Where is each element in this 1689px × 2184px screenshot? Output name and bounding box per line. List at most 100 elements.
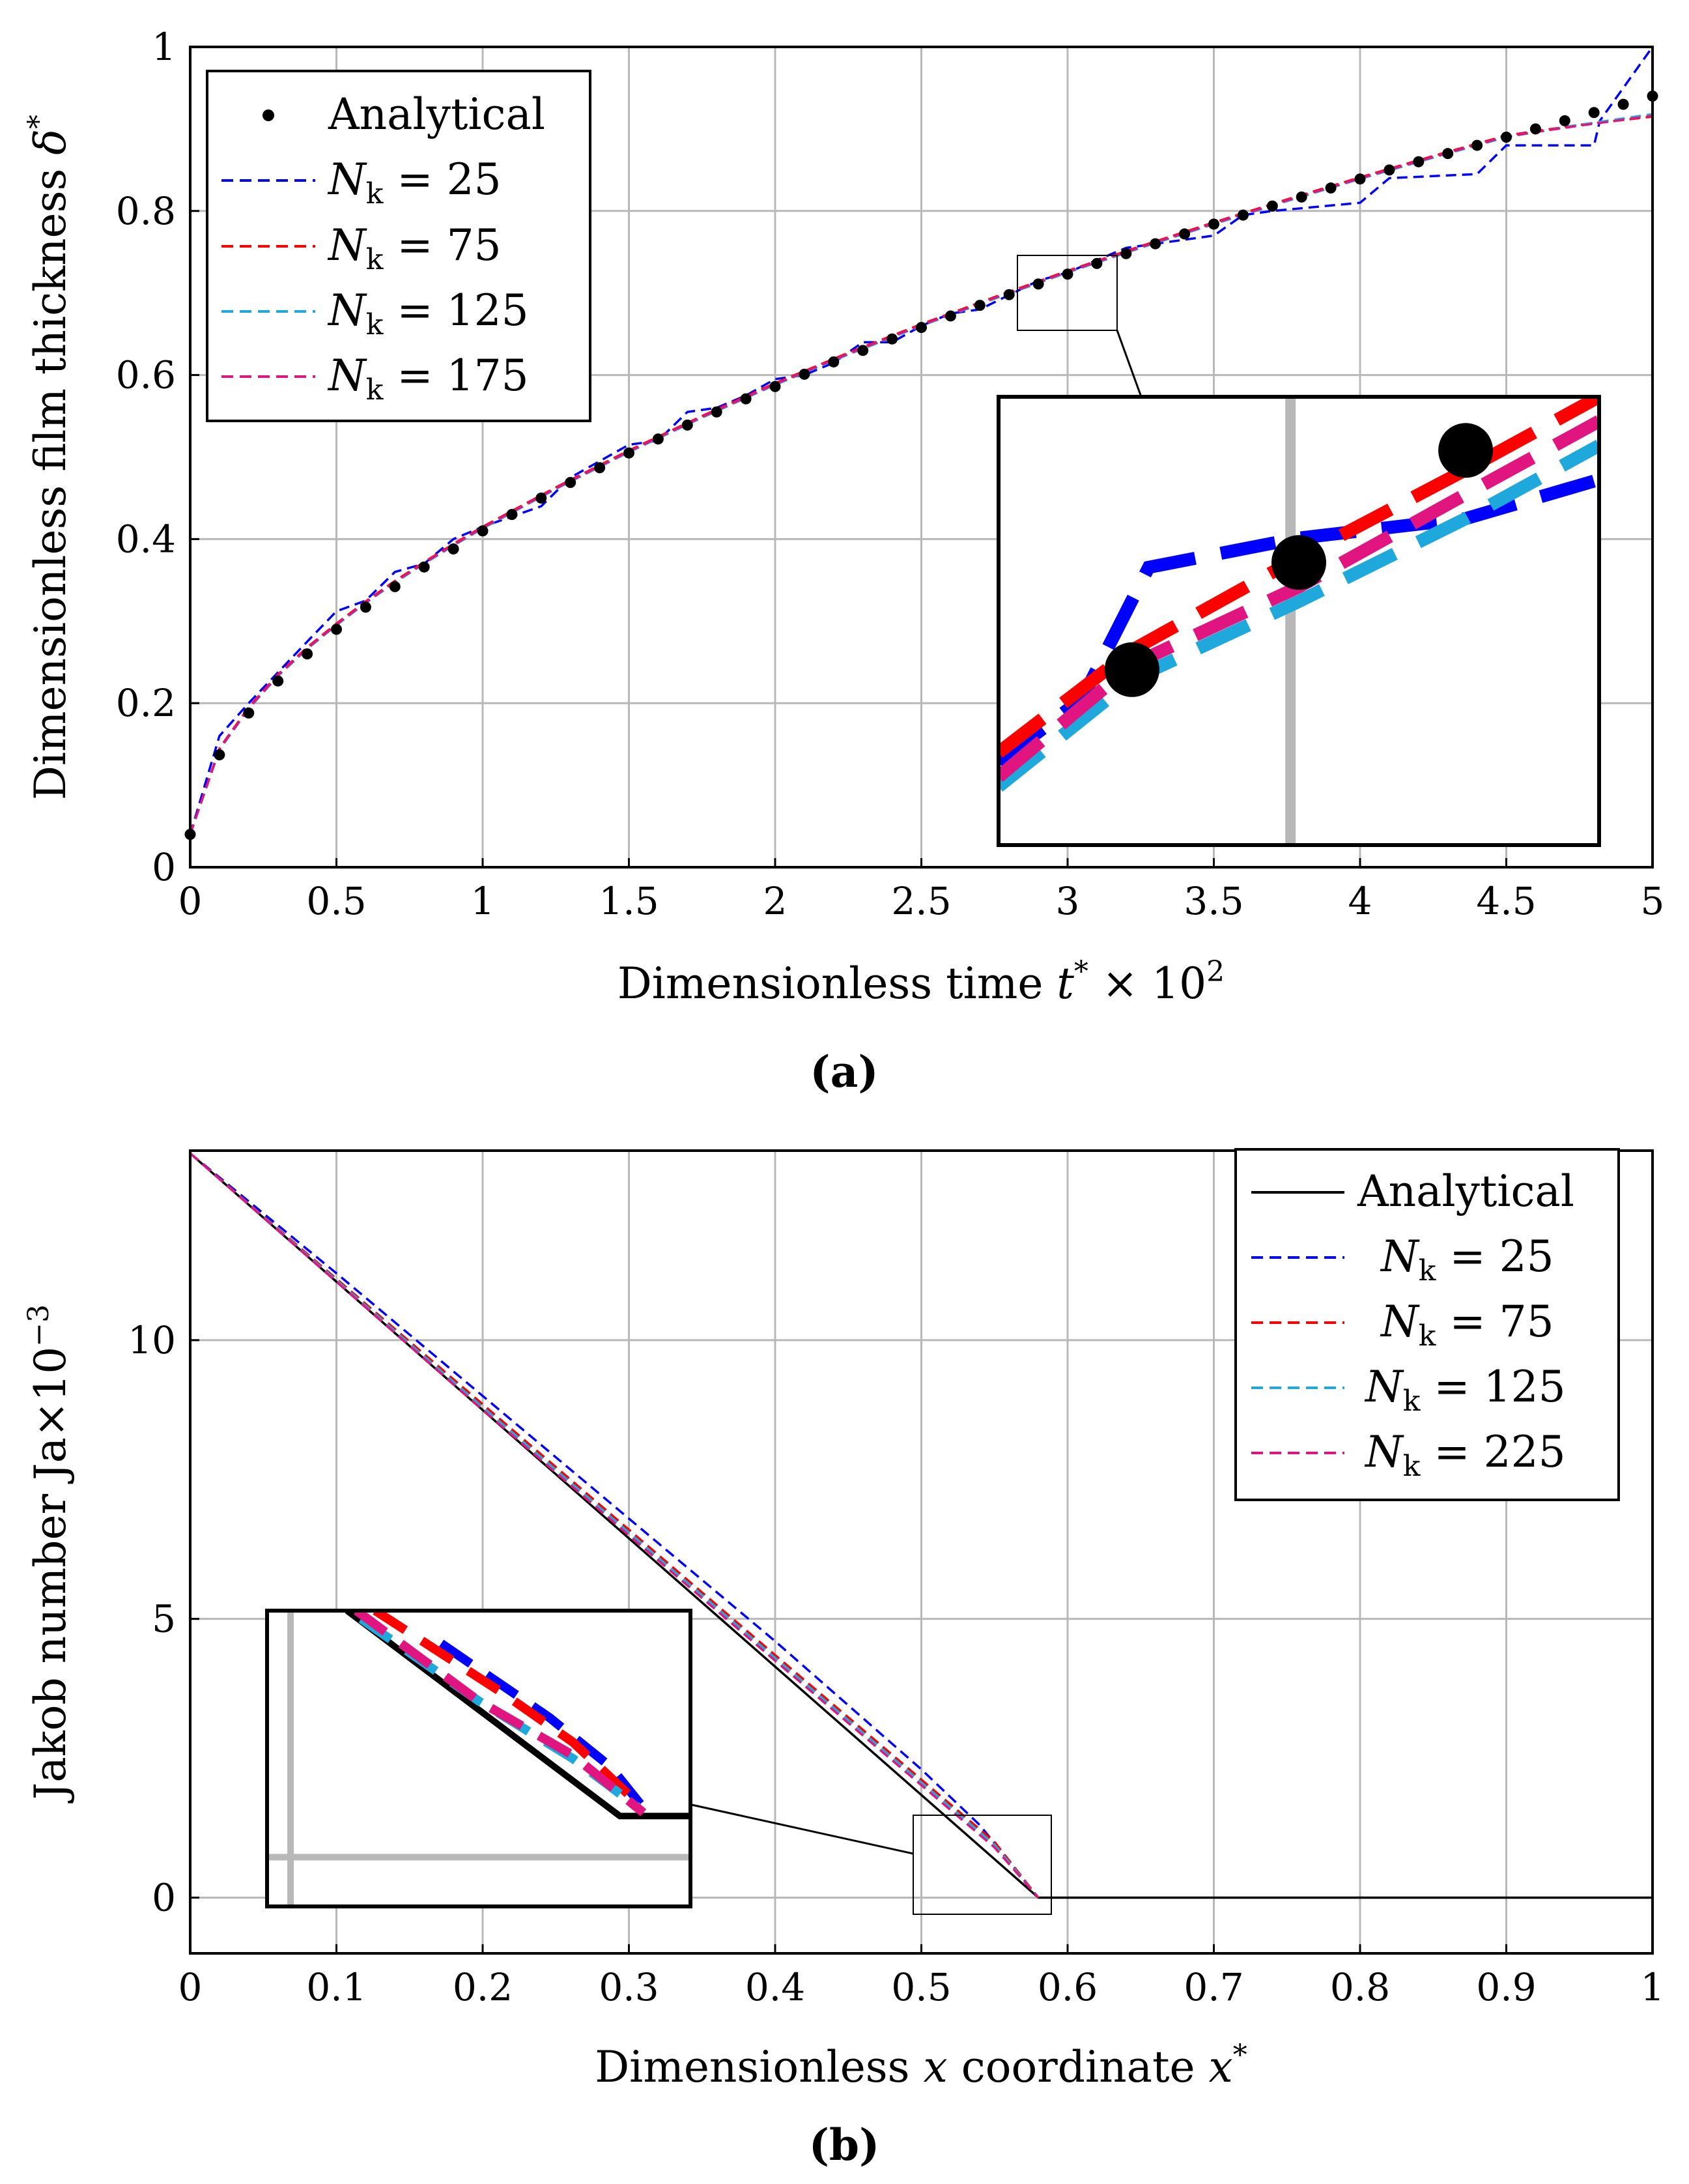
analytical-marker-a — [1559, 115, 1570, 126]
b-x-tick-label: 0.7 — [1184, 1965, 1243, 2009]
panel-b-legend: Analytical Nk = 25 Nk = 75 Nk = 125 Nk =… — [1234, 1148, 1620, 1501]
a-y-tick-label: 0.8 — [116, 189, 176, 233]
analytical-marker-a — [1413, 156, 1425, 167]
panel-a-label: (a) — [810, 1046, 878, 1097]
analytical-marker-a — [1120, 248, 1132, 259]
series-b-nk125-line — [189, 1152, 1040, 1899]
analytical-marker-a — [1442, 148, 1454, 160]
b-y-tick-label: 0 — [152, 1875, 176, 1919]
analytical-marker-a — [857, 345, 869, 356]
inset-a-analytical-marker — [1271, 535, 1326, 590]
inset-b-nk75-line — [373, 1611, 638, 1803]
legend-a-nk175-label: Nk = 175 — [327, 351, 529, 407]
analytical-marker-a — [535, 492, 547, 504]
b-y-tick-label: 5 — [152, 1597, 176, 1641]
panel-a-x-axis-label: Dimensionless time t* × 102 — [617, 955, 1225, 1009]
legend-a-analytical-label: Analytical — [328, 89, 545, 139]
a-x-tick-label: 0 — [178, 879, 203, 923]
a-y-tick-label: 0 — [152, 845, 176, 889]
panel-b-inset — [265, 1609, 692, 1908]
analytical-marker-a — [1471, 139, 1483, 151]
a-x-tick-label: 4 — [1348, 879, 1372, 923]
panel-a-zoom-box — [1017, 255, 1118, 331]
inset-a-analytical-marker — [1438, 423, 1494, 478]
analytical-marker-a — [1062, 268, 1073, 280]
analytical-marker-a — [594, 462, 606, 474]
series-a-nk25-line — [189, 46, 1654, 835]
panel-a-zoom-connector — [1116, 330, 1143, 397]
analytical-marker-a — [1179, 228, 1191, 240]
analytical-marker-a — [740, 393, 752, 405]
legend-b-nk75-label: Nk = 75 — [1380, 1297, 1554, 1353]
analytical-marker-a — [1091, 257, 1103, 269]
analytical-marker-a — [214, 749, 225, 761]
analytical-marker-a — [944, 310, 956, 322]
b-x-tick-label: 0.2 — [453, 1965, 513, 2009]
analytical-marker-a — [565, 477, 576, 489]
legend-a-analytical-marker — [263, 109, 274, 121]
analytical-marker-a — [389, 581, 401, 592]
analytical-marker-a — [506, 509, 518, 521]
a-x-tick-label: 0.5 — [306, 879, 366, 923]
b-y-tick-label: 10 — [128, 1318, 176, 1362]
b-x-tick-label: 1 — [1641, 1965, 1665, 2009]
panel-a-legend-box — [206, 70, 591, 422]
analytical-marker-a — [1208, 218, 1219, 230]
a-x-tick-label: 2 — [763, 879, 788, 923]
panel-a-inset — [938, 395, 1601, 847]
inset-a-analytical-marker — [938, 749, 993, 804]
panel-b-y-axis-label: Jakob number Ja×10−3 — [22, 1304, 76, 1803]
inset-a-nk125-line — [999, 440, 1599, 792]
analytical-marker-a — [769, 381, 781, 392]
panel-b-zoom-box — [913, 1815, 1052, 1915]
analytical-marker-a — [360, 601, 371, 613]
a-y-tick-label: 0.4 — [116, 517, 176, 561]
a-x-tick-label: 1 — [471, 879, 495, 923]
analytical-marker-a — [711, 406, 722, 418]
legend-b-analytical-label: Analytical — [1357, 1166, 1574, 1216]
analytical-marker-a — [1354, 173, 1366, 185]
panel-a-chart: 0 0.5 1 1.5 2 2.5 3 3.5 4 4.5 5 0 0.2 0.4 0.6 0.8 1 Dime… — [22, 25, 1664, 1097]
analytical-marker-a — [681, 419, 693, 431]
analytical-marker-a — [1237, 209, 1249, 221]
analytical-marker-a — [799, 368, 810, 380]
analytical-marker-a — [916, 322, 927, 334]
series-b-nk175-line — [189, 1152, 1040, 1899]
panel-b-label: (b) — [809, 2119, 880, 2170]
legend-a-nk75-label: Nk = 75 — [327, 220, 502, 276]
analytical-marker-a — [1003, 289, 1015, 300]
a-x-tick-label: 3.5 — [1184, 879, 1243, 923]
inset-b-nk175-line — [354, 1611, 647, 1817]
a-x-tick-label: 1.5 — [599, 879, 659, 923]
analytical-marker-a — [1266, 200, 1278, 212]
panel-b-inset-frame — [265, 1609, 692, 1908]
panel-b-x-axis-label: Dimensionless x coordinate x* — [595, 2039, 1247, 2092]
series-b-nk25-line — [189, 1152, 1040, 1899]
legend-b-nk25-label: Nk = 25 — [1380, 1231, 1554, 1287]
analytical-marker-a — [1617, 98, 1629, 110]
a-x-tick-label: 5 — [1641, 879, 1665, 923]
panel-a-y-axis-label: Dimensionless film thickness δ* — [22, 115, 76, 800]
b-x-tick-label: 0.5 — [891, 1965, 951, 2009]
analytical-marker-a — [1296, 191, 1307, 203]
a-x-tick-label: 2.5 — [891, 879, 951, 923]
legend-a-nk125-label: Nk = 125 — [327, 285, 529, 341]
panel-b-zoom-connector — [691, 1803, 914, 1855]
inset-a-nk25-line — [999, 473, 1599, 768]
analytical-marker-a — [447, 543, 459, 555]
inset-b-analytical-line — [345, 1611, 690, 1820]
b-x-tick-label: 0.4 — [745, 1965, 805, 2009]
b-x-tick-label: 0.6 — [1038, 1965, 1098, 2009]
a-y-tick-label: 1 — [152, 25, 176, 69]
a-x-tick-label: 4.5 — [1476, 879, 1536, 923]
analytical-marker-a — [477, 525, 489, 537]
a-x-tick-label: 3 — [1056, 879, 1080, 923]
analytical-marker-a — [1588, 107, 1600, 119]
panel-a-legend: Analytical Nk = 25 Nk = 75 Nk = 125 Nk =… — [206, 70, 591, 422]
analytical-marker-a — [1384, 164, 1395, 176]
analytical-marker-a — [302, 648, 313, 660]
analytical-marker-a — [828, 356, 840, 367]
analytical-marker-a — [1501, 131, 1512, 143]
